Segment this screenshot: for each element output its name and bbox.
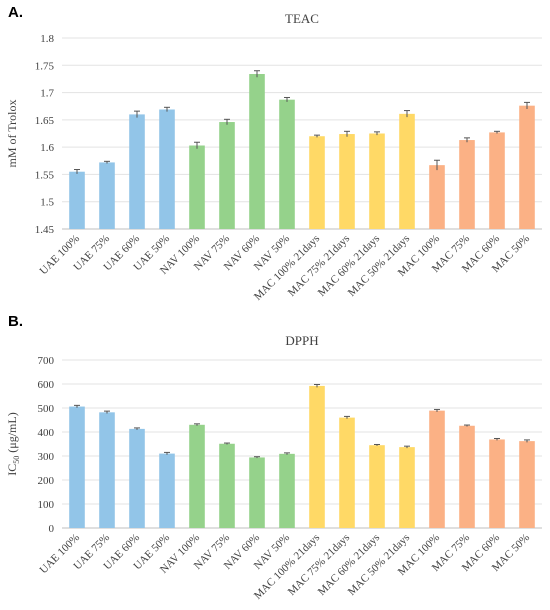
- y-axis-label-unit: (μg/mL): [5, 412, 19, 455]
- bar: [309, 385, 325, 528]
- y-tick-label: 200: [38, 475, 55, 487]
- y-axis-label: IC50 (μg/mL): [5, 412, 21, 475]
- y-axis-label-subscript: 50: [12, 456, 21, 464]
- y-tick-label: 1.75: [35, 60, 55, 72]
- y-tick-label: 1.7: [40, 88, 54, 100]
- bar: [489, 132, 505, 229]
- y-tick-label: 1.45: [35, 224, 55, 236]
- bar: [339, 417, 355, 528]
- bar: [159, 109, 175, 229]
- panel-letter-b: B.: [8, 313, 23, 330]
- dpph-chart-panel: B. DPPH 0 100 200 300 400 500 600 700 IC50 (μg/mL…: [0, 305, 550, 610]
- bar: [429, 410, 445, 528]
- y-axis-label: mM of Trolox: [5, 99, 19, 167]
- bar: [279, 453, 295, 528]
- y-tick-label: 700: [38, 355, 55, 367]
- bar: [369, 133, 385, 229]
- panel-letter-a: A.: [8, 4, 23, 21]
- y-tick-label: 1.5: [40, 197, 54, 209]
- bar: [369, 445, 385, 528]
- bar: [339, 134, 355, 229]
- bar: [159, 453, 175, 528]
- dpph-chart: DPPH 0 100 200 300 400 500 600 700 IC50 (μg/mL) UA…: [5, 333, 542, 602]
- bar: [219, 122, 235, 229]
- bar: [249, 74, 265, 229]
- bar: [459, 425, 475, 528]
- bar: [189, 424, 205, 528]
- y-tick-label: 100: [38, 499, 55, 511]
- bar: [249, 457, 265, 528]
- y-tick-label: 600: [38, 379, 55, 391]
- bar: [69, 171, 85, 229]
- bar: [459, 140, 475, 229]
- y-tick-label: 1.6: [40, 142, 54, 154]
- y-tick-label: 1.55: [35, 169, 55, 181]
- y-tick-label: 0: [49, 523, 55, 535]
- chart-title: DPPH: [285, 333, 318, 348]
- bar: [129, 428, 145, 528]
- bar: [219, 443, 235, 528]
- y-tick-label: 1.65: [35, 115, 55, 127]
- chart-title: TEAC: [285, 11, 319, 26]
- bar: [279, 99, 295, 229]
- y-tick-label: 300: [38, 451, 55, 463]
- y-tick-label: 400: [38, 427, 55, 439]
- bar: [519, 441, 535, 528]
- bar: [519, 105, 535, 229]
- teac-chart: TEAC 1.45 1.5 1.55 1.6 1.65 1.7 1.75 1.8 mM of Tr…: [5, 11, 542, 303]
- bar: [129, 114, 145, 229]
- bar: [489, 439, 505, 528]
- bar: [189, 145, 205, 229]
- y-tick-label: 1.8: [40, 33, 54, 45]
- bar: [309, 136, 325, 229]
- bar: [399, 447, 415, 528]
- bar: [69, 406, 85, 528]
- x-tick-label: UAE 100%: [38, 233, 83, 278]
- bar: [429, 165, 445, 229]
- y-tick-label: 500: [38, 403, 55, 415]
- bar: [99, 412, 115, 528]
- bar: [399, 113, 415, 229]
- teac-chart-panel: A. TEAC 1.45 1.5 1.55 1.6 1.65 1.7 1.75 1.8 mM of…: [5, 4, 542, 303]
- y-axis-label-main: IC: [5, 464, 19, 476]
- bar: [99, 162, 115, 229]
- x-tick-label: UAE 100%: [38, 532, 83, 577]
